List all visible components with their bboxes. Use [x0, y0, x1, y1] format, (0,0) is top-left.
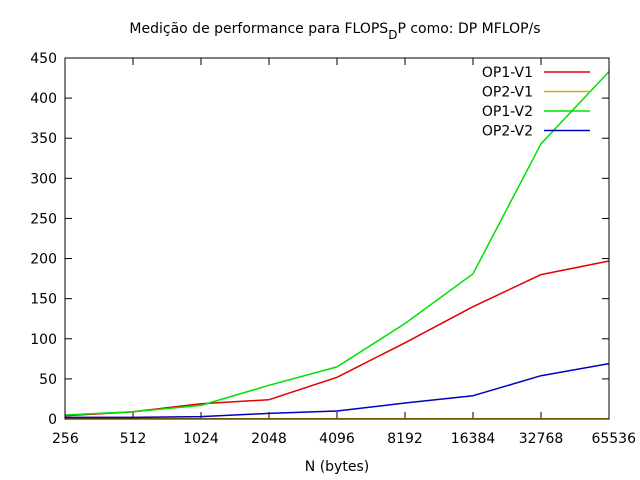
chart-title-main: Medição de performance para FLOPS: [129, 21, 388, 37]
legend-label: OP1-V1: [482, 65, 533, 81]
legend-label: OP2-V2: [482, 124, 533, 140]
legend: OP1-V1 OP2-V1 OP1-V2 OP2-V2: [482, 65, 590, 140]
y-tick-label: 100: [30, 332, 57, 348]
chart-title-suffix: P como: DP MFLOP/s: [397, 21, 540, 37]
y-tick-label: 350: [30, 131, 57, 147]
series-line-op2-v2: [65, 362, 610, 419]
chart-title-subscript: D: [388, 28, 397, 42]
x-tick-label: 2048: [251, 431, 287, 447]
x-tick-label: 1024: [183, 431, 219, 447]
x-tick-label: 16384: [451, 431, 496, 447]
x-axis-label: N (bytes): [305, 459, 369, 475]
y-tick-label: 250: [30, 211, 57, 227]
chart-title: Medição de performance para FLOPSDP como…: [129, 21, 540, 42]
plot-frame: [64, 57, 610, 420]
legend-label: OP2-V1: [482, 85, 533, 101]
y-tick-label: 450: [30, 51, 57, 67]
y-tick-label: 150: [30, 292, 57, 308]
series-line-op1-v1: [64, 260, 610, 417]
y-tick-label: 400: [30, 91, 57, 107]
x-tick-label: 8192: [387, 431, 423, 447]
x-tick-label: 65536: [591, 431, 636, 447]
series-line-op1-v2: [64, 71, 610, 416]
y-tick-label: 0: [48, 412, 57, 428]
x-axis-ticks: 256 512 1024 2048 4096 8192 16384 32768 65536: [52, 58, 636, 447]
y-tick-label: 200: [30, 252, 57, 268]
y-tick-label: 50: [39, 372, 57, 388]
x-tick-label: 256: [52, 431, 79, 447]
x-tick-label: 4096: [319, 431, 355, 447]
y-tick-label: 300: [30, 171, 57, 187]
y-axis-ticks: 0 50 100 150 200 250 300 350 400 450: [30, 51, 609, 428]
legend-label: OP1-V2: [482, 104, 533, 120]
x-tick-label: 512: [120, 431, 147, 447]
x-tick-label: 32768: [519, 431, 564, 447]
